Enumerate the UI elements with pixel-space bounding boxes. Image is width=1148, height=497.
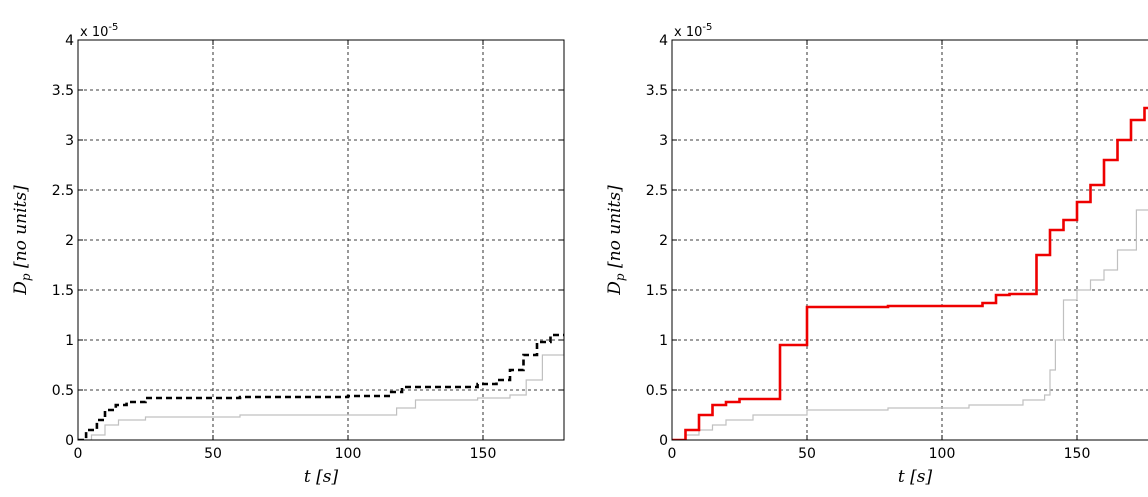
y-tick-label: 1.5 [52,283,74,299]
y-tick-label: 4 [65,33,74,49]
x-tick-label: 50 [204,446,222,462]
x-tick-label: 50 [798,446,816,462]
y-tick-label: 3.5 [646,83,668,99]
x-tick-label: 0 [74,446,83,462]
y-multiplier-label: x 10-5 [674,22,712,40]
y-tick-label: 0 [65,433,74,449]
x-tick-label: 0 [668,446,677,462]
y-tick-label: 1 [65,333,74,349]
y-tick-label: 3.5 [52,83,74,99]
x-tick-label: 150 [470,446,497,462]
series-line-1 [672,209,1148,440]
series-group [672,106,1148,440]
y-tick-label: 2 [65,233,74,249]
y-tick-label: 2.5 [646,183,668,199]
y-tick-label: 1.5 [646,283,668,299]
x-axis-label: t [s] [898,467,933,487]
y-axis-label: Dp [no units] [11,185,33,296]
y-tick-label: 0.5 [646,383,668,399]
y-tick-label: 2 [659,233,668,249]
y-tick-label: 0 [659,433,668,449]
y-tick-label: 2.5 [52,183,74,199]
y-tick-label: 0.5 [52,383,74,399]
chart-2: 0 50 100 150 0 0.5 1 1.5 2 2.5 3 3.5 4 x 10-5 t [s] Dp … [605,22,1148,487]
x-tick-label: 100 [335,446,362,462]
series-line-2 [78,333,564,440]
x-tick-label: 100 [929,446,956,462]
chart-1: 0 50 100 150 0 0.5 1 1.5 2 2.5 3 3.5 4 x 10-5 t [s] Dp … [11,22,565,487]
y-tick-label: 1 [659,333,668,349]
series-group [78,333,564,440]
x-tick-label: 150 [1064,446,1091,462]
series-line-1 [78,350,564,440]
series-line-2 [672,106,1148,440]
y-tick-label: 4 [659,33,668,49]
y-multiplier-label: x 10-5 [80,22,118,40]
y-axis-label: Dp [no units] [605,185,627,296]
x-axis-label: t [s] [304,467,339,487]
y-tick-label: 3 [659,133,668,149]
y-tick-label: 3 [65,133,74,149]
